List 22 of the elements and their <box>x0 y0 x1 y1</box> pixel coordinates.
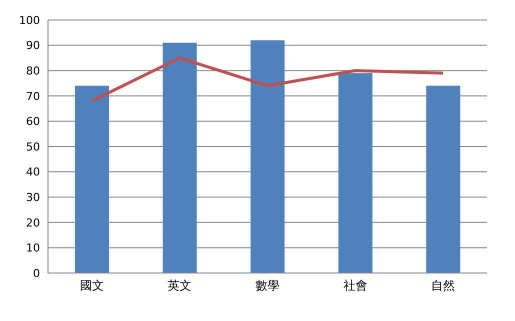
y-tick-label: 60 <box>26 115 40 128</box>
x-tick-label: 社會 <box>343 278 368 293</box>
x-tick-label: 數學 <box>256 278 280 293</box>
y-tick-label: 30 <box>26 191 40 204</box>
y-tick-label: 10 <box>26 242 40 255</box>
bar <box>162 42 197 273</box>
bar <box>426 86 460 273</box>
y-tick-label: 40 <box>26 166 40 179</box>
x-tick-label: 英文 <box>168 278 192 293</box>
bar <box>75 86 109 273</box>
x-tick-label: 自然 <box>431 278 456 293</box>
y-tick-label: 50 <box>26 140 40 154</box>
y-tick-label: 100 <box>19 14 40 27</box>
bar <box>338 73 372 273</box>
bar <box>250 40 285 273</box>
y-tick-label: 20 <box>26 216 40 230</box>
y-tick-label: 90 <box>26 39 40 52</box>
y-tick-label: 70 <box>26 90 40 103</box>
x-tick-label: 國文 <box>80 278 104 293</box>
line-series <box>90 56 445 102</box>
y-tick-label: 80 <box>26 64 40 78</box>
y-tick-label: 0 <box>33 266 40 280</box>
